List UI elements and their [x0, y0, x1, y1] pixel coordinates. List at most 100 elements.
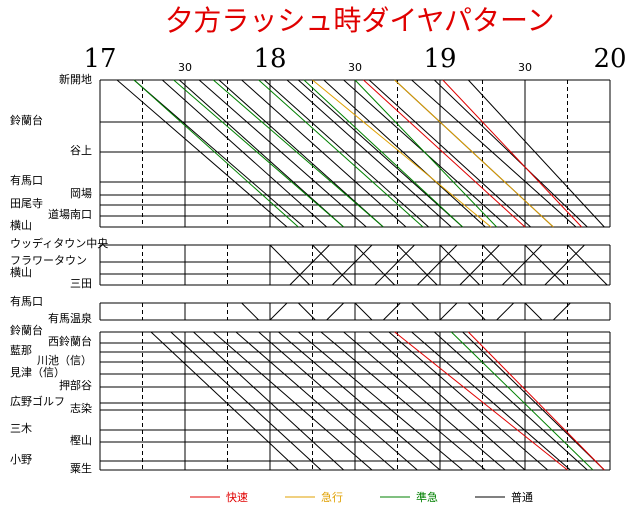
train-line [213, 79, 384, 228]
train-line [354, 302, 373, 321]
station-label: 道場南口 [48, 207, 92, 221]
train-line [368, 79, 532, 228]
train-line [289, 244, 330, 286]
train-line [297, 79, 464, 228]
train-line [241, 302, 260, 321]
train-line [170, 331, 322, 471]
train-line [524, 302, 543, 321]
station-label: 西鈴蘭台 [48, 334, 92, 348]
train-line [312, 79, 492, 228]
train-line [394, 331, 568, 471]
train-line [263, 79, 430, 228]
train-line [320, 331, 486, 471]
station-label: 田尾寺 [10, 197, 43, 210]
train-line [388, 331, 548, 471]
train-line [374, 244, 415, 286]
station-label: 谷上 [70, 144, 92, 157]
train-line [278, 331, 441, 471]
station-label: 広野ゴルフ [10, 394, 65, 408]
train-line [326, 302, 345, 321]
train-line [382, 302, 401, 321]
train-line [354, 79, 498, 228]
train-line [116, 79, 288, 228]
train-line [442, 79, 583, 228]
station-label: 押部谷 [59, 378, 92, 392]
train-line [297, 302, 316, 321]
train-line [286, 79, 452, 228]
x-tick-label: 30 [348, 61, 362, 74]
x-tick-label: 20 [593, 44, 626, 74]
train-line [258, 331, 418, 471]
station-label: 三田 [70, 277, 92, 290]
legend-label: 快速 [226, 491, 248, 504]
station-label: 小野 [10, 453, 32, 466]
station-label: 有馬口 [10, 294, 43, 308]
station-label: ウッディタウン中央 [10, 236, 108, 250]
train-line [496, 302, 515, 321]
train-line [567, 244, 608, 286]
train-line [397, 244, 438, 286]
x-tick-label: 30 [178, 61, 192, 74]
station-label: 有馬温泉 [48, 311, 92, 325]
station-label: 新開地 [59, 72, 92, 86]
train-line [161, 79, 328, 228]
train-line [411, 302, 430, 321]
train-line [298, 331, 463, 471]
train-line [269, 302, 288, 321]
station-label: 鈴蘭台 [10, 113, 43, 127]
train-line [363, 79, 526, 228]
train-line [462, 331, 605, 471]
x-tick-label: 19 [423, 44, 456, 74]
train-line [411, 79, 577, 228]
train-line [433, 331, 588, 471]
station-label: 志染 [70, 401, 92, 415]
station-label: 藍那 [10, 344, 32, 357]
legend-label: 急行 [321, 490, 343, 504]
legend-label: 普通 [511, 490, 533, 504]
train-line [150, 331, 299, 471]
train-line [394, 79, 554, 228]
train-line [218, 79, 384, 228]
train-line [178, 79, 345, 228]
train-line [133, 79, 299, 228]
station-label: 見津（信） [10, 366, 65, 379]
train-line [459, 244, 500, 286]
station-label: 樫山 [70, 433, 92, 447]
chart-title: 夕方ラッシュ時ダイヤパターン [165, 4, 554, 37]
train-line [258, 79, 424, 228]
train-line [482, 244, 523, 286]
station-label: 有馬口 [10, 173, 43, 187]
train-line [331, 244, 373, 286]
train-line [416, 244, 458, 286]
station-label: 岡場 [70, 187, 92, 200]
x-tick-label: 17 [83, 44, 116, 74]
train-line [411, 331, 571, 471]
train-line [303, 79, 464, 228]
station-label: 鈴蘭台 [10, 323, 43, 337]
legend-label: 準急 [416, 490, 438, 504]
train-line [323, 79, 486, 228]
train-line [467, 302, 486, 321]
train-line [193, 331, 345, 471]
train-line [433, 79, 588, 228]
station-label: フラワータウン [10, 254, 87, 267]
train-line [213, 331, 373, 471]
train-line [544, 244, 585, 286]
train-line [269, 244, 311, 286]
train-line [439, 244, 481, 286]
x-tick-label: 18 [253, 44, 286, 74]
train-line [450, 331, 594, 471]
train-line [552, 302, 571, 321]
train-line [235, 331, 395, 471]
train-line [354, 244, 396, 286]
train-line [467, 331, 605, 471]
train-line [312, 244, 353, 286]
train-line [501, 244, 543, 286]
train-line [173, 79, 344, 228]
station-label: 粟生 [70, 461, 92, 475]
station-label: 横山 [10, 265, 32, 279]
x-tick-label: 30 [518, 61, 532, 74]
train-line [343, 331, 506, 471]
station-label: 三木 [10, 422, 32, 435]
